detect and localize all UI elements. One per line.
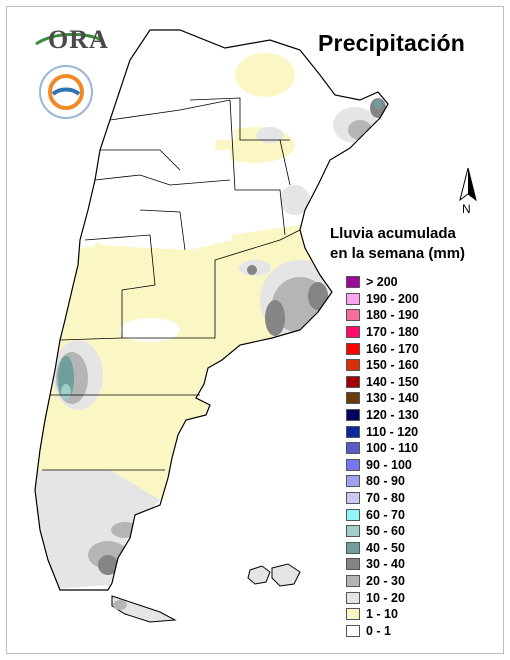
institute-seal-icon — [39, 65, 93, 119]
legend-swatch — [346, 425, 360, 438]
legend-item: 190 - 200 — [346, 291, 419, 308]
legend-swatch — [346, 574, 360, 587]
legend-item: 110 - 120 — [346, 423, 419, 440]
legend-label: 30 - 40 — [366, 557, 405, 572]
legend-label: 150 - 160 — [366, 358, 419, 373]
legend-item: 150 - 160 — [346, 357, 419, 374]
legend-label: 140 - 150 — [366, 374, 419, 389]
legend-label: 80 - 90 — [366, 474, 405, 489]
legend-swatch — [346, 359, 360, 372]
legend-label: 190 - 200 — [366, 291, 419, 306]
legend-swatch — [346, 409, 360, 422]
legend-item: 170 - 180 — [346, 324, 419, 341]
legend-label: 0 - 1 — [366, 623, 392, 638]
legend-label: 160 - 170 — [366, 341, 419, 356]
legend-label: 120 - 130 — [366, 408, 419, 423]
legend-swatch — [346, 342, 360, 355]
legend-swatch — [346, 475, 360, 488]
legend-item: 80 - 90 — [346, 473, 419, 490]
legend-title: Lluvia acumulada en la semana (mm) — [330, 224, 465, 264]
legend-item: 40 - 50 — [346, 540, 419, 557]
legend-item: 0 - 1 — [346, 622, 419, 639]
legend-label: 100 - 110 — [366, 441, 419, 456]
legend-swatch — [346, 558, 360, 571]
legend-swatch — [346, 591, 360, 604]
legend-swatch — [346, 442, 360, 455]
legend-item: 60 - 70 — [346, 506, 419, 523]
legend-label: 110 - 120 — [366, 424, 419, 439]
legend-item: 20 - 30 — [346, 573, 419, 590]
ora-logo-icon — [35, 32, 103, 46]
legend-item: 50 - 60 — [346, 523, 419, 540]
legend-label: 170 - 180 — [366, 325, 419, 340]
legend-label: 90 - 100 — [366, 457, 412, 472]
north-arrow-icon — [459, 167, 477, 202]
legend-label: 50 - 60 — [366, 524, 405, 539]
legend: > 200 190 - 200 180 - 190 170 - 180 160 - 17… — [346, 274, 419, 639]
legend-swatch — [346, 375, 360, 388]
legend-item: 10 - 20 — [346, 589, 419, 606]
legend-swatch — [346, 276, 360, 289]
legend-swatch — [346, 392, 360, 405]
legend-item: 100 - 110 — [346, 440, 419, 457]
legend-label: 20 - 30 — [366, 573, 405, 588]
legend-item: 120 - 130 — [346, 407, 419, 424]
legend-title-line1: Lluvia acumulada — [330, 225, 456, 242]
legend-label: 40 - 50 — [366, 540, 405, 555]
legend-label: 180 - 190 — [366, 308, 419, 323]
legend-label: 10 - 20 — [366, 590, 405, 605]
legend-title-line2: en la semana (mm) — [330, 245, 466, 262]
legend-label: > 200 — [366, 275, 398, 290]
legend-label: 130 - 140 — [366, 391, 419, 406]
legend-swatch — [346, 608, 360, 621]
legend-swatch — [346, 492, 360, 505]
legend-item: 90 - 100 — [346, 457, 419, 474]
north-label: N — [462, 202, 471, 216]
legend-item: 70 - 80 — [346, 490, 419, 507]
legend-item: 180 - 190 — [346, 307, 419, 324]
legend-label: 70 - 80 — [366, 491, 405, 506]
legend-swatch — [346, 309, 360, 322]
legend-item: 1 - 10 — [346, 606, 419, 623]
legend-label: 60 - 70 — [366, 507, 405, 522]
legend-item: 160 - 170 — [346, 340, 419, 357]
legend-swatch — [346, 508, 360, 521]
legend-swatch — [346, 458, 360, 471]
legend-item: > 200 — [346, 274, 419, 291]
legend-swatch — [346, 624, 360, 637]
legend-swatch — [346, 525, 360, 538]
legend-item: 140 - 150 — [346, 374, 419, 391]
legend-item: 30 - 40 — [346, 556, 419, 573]
ora-logo-text: ORA — [48, 25, 109, 54]
legend-label: 1 - 10 — [366, 607, 398, 622]
map-title: Precipitación — [318, 30, 466, 56]
legend-swatch — [346, 326, 360, 339]
legend-swatch — [346, 292, 360, 305]
legend-item: 130 - 140 — [346, 390, 419, 407]
legend-swatch — [346, 541, 360, 554]
